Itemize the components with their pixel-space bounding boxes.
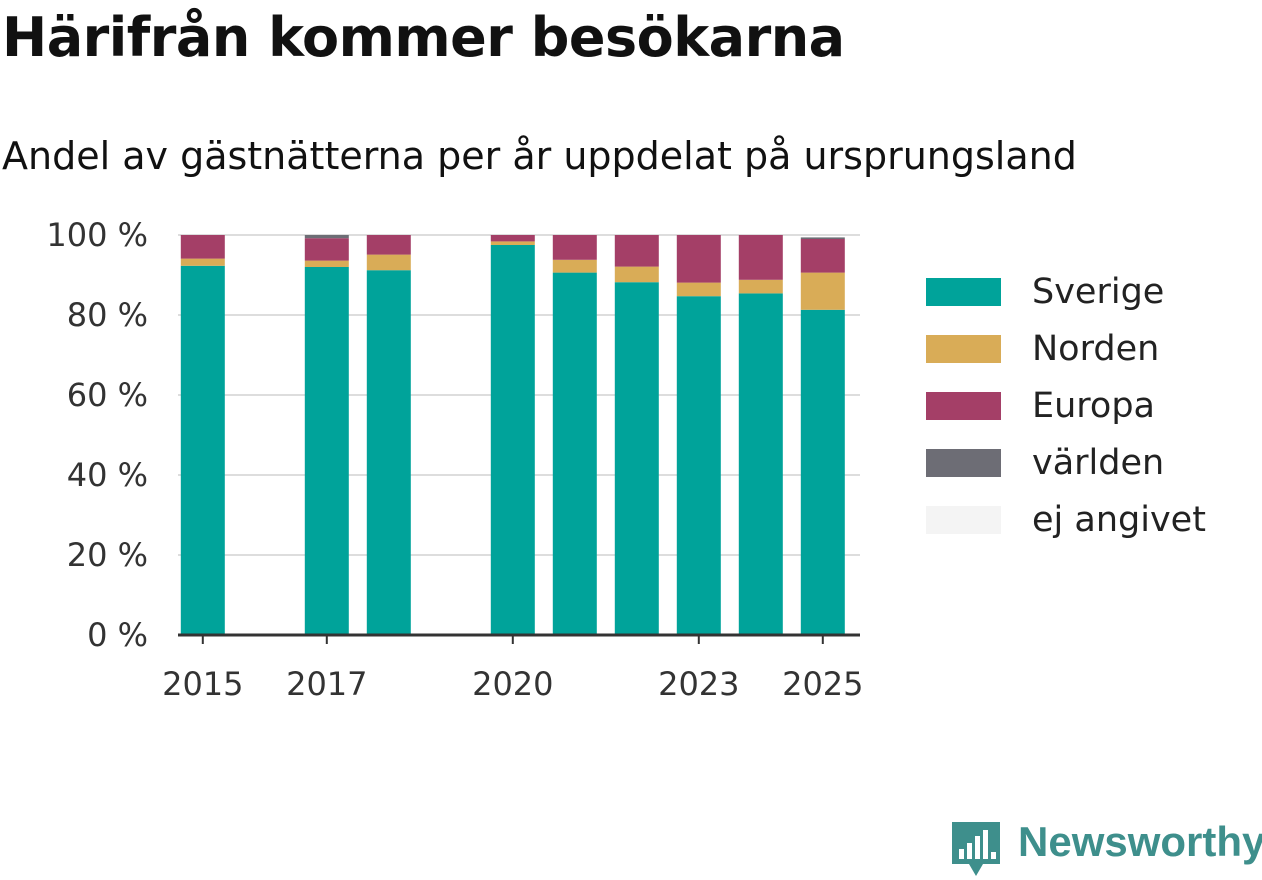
stacked-bar-chart: 0 % 20 % 40 % 60 % 80 % 100 % 2015 2017 2020 2023… [46,216,863,700]
legend-label: världen [1032,443,1165,483]
legend-label: Sverige [1032,272,1165,312]
bar-segment [676,282,721,297]
bar-segment [490,235,535,242]
x-tick-label: 2020 [472,665,553,700]
bar-segment [800,272,845,310]
chart-subtitle: Andel av gästnätterna per år uppdelat på… [2,134,1077,178]
chart-title: Härifrån kommer besökarna [2,6,845,69]
bar-segment [366,235,411,255]
y-tick-label: 40 % [67,456,148,494]
bar-segment [738,235,783,280]
bar-segment [304,267,349,635]
brand-name: Newsworthy [1018,818,1262,865]
x-tick-label: 2017 [286,665,367,700]
y-tick-label: 20 % [67,536,148,574]
bar-segment [180,235,225,259]
bar-segment [614,282,659,635]
bar-segment [614,235,659,267]
y-tick-label: 0 % [87,616,148,654]
x-tick-label: 2025 [782,665,863,700]
legend-label: Norden [1032,329,1160,369]
y-tick-label: 80 % [67,296,148,334]
legend-swatch [926,392,1001,420]
x-tick-label: 2015 [162,665,243,700]
bar-segment [738,279,783,294]
bar-segment [676,296,721,635]
y-tick-label: 60 % [67,376,148,414]
legend-swatch [926,449,1001,477]
legend-label: ej angivet [1032,500,1206,540]
bar-segment [614,266,659,283]
bar-segment [304,238,349,261]
legend-swatch [926,506,1001,534]
legend-label: Europa [1032,386,1155,426]
bar-segment [676,235,721,283]
bar-segment [304,260,349,267]
bar-segment [552,272,597,635]
bar-segment [180,258,225,266]
bar-segment [552,235,597,260]
bar-segment [366,254,411,271]
bar-segment [180,265,225,635]
bar-segment [800,239,845,273]
x-tick-label: 2023 [658,665,739,700]
bar-segment [800,237,845,239]
newsworthy-logo-icon [952,822,1000,876]
bar-segment [304,235,349,239]
bar-segment [490,245,535,635]
y-tick-label: 100 % [46,216,148,254]
bar-segment [738,293,783,635]
bar-segment [800,309,845,635]
bar-segment [552,259,597,273]
legend-swatch [926,335,1001,363]
bar-segment [366,270,411,635]
legend-swatch [926,278,1001,306]
bar-segment [490,241,535,245]
